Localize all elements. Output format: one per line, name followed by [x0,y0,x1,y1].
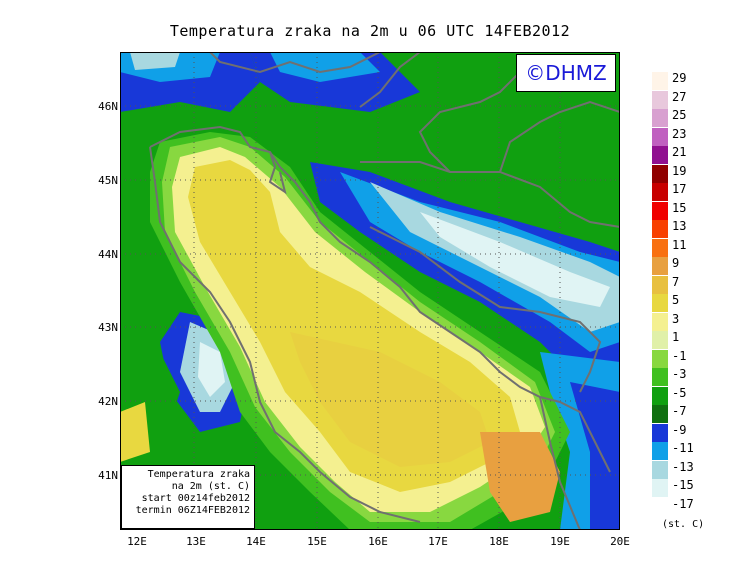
scale-swatch [652,331,668,349]
info-line: Temperatura zraka [147,469,250,480]
lat-label: 43N [98,321,118,334]
info-box: Temperatura zraka na 2m (st. C) start 00… [121,465,255,529]
scale-label: -15 [672,478,694,492]
lon-label: 14E [246,535,266,548]
scale-label: -9 [672,422,687,437]
temperature-map [120,52,620,530]
lon-label: 19E [550,535,570,548]
scale-label: -17 [672,496,694,511]
info-line: termin 06Z14FEB2012 [135,505,250,516]
scale-swatch [652,497,668,516]
scale-label: 27 [672,89,687,104]
scale-label: 11 [672,237,687,252]
scale-swatch [652,294,668,312]
lon-label: 15E [307,535,327,548]
scale-units: (st. C) [662,519,705,530]
scale-label: 1 [672,330,680,344]
scale-label: 9 [672,256,680,270]
scale-swatch [652,127,668,146]
lon-label: 16E [368,535,388,548]
lat-label: 41N [98,469,118,482]
scale-label: 21 [672,145,687,159]
scale-swatch [652,275,668,294]
scale-label: 13 [672,219,687,233]
scale-swatch [652,460,668,479]
scale-swatch [652,386,668,405]
scale-label: -13 [672,459,694,474]
lat-label: 44N [98,248,118,261]
scale-label: -3 [672,367,687,381]
map-title: Temperatura zraka na 2m u 06 UTC 14FEB20… [169,22,571,40]
scale-swatch [652,183,668,201]
dhmz-logo: ©DHMZ [516,54,616,92]
scale-label: 17 [672,182,687,196]
lat-label: 46N [98,100,118,113]
scale-swatch [652,238,668,257]
scale-swatch [652,257,668,275]
lon-label: 13E [186,535,206,548]
lon-label: 12E [127,535,147,548]
scale-swatch [652,405,668,423]
lat-label: 42N [98,395,118,408]
info-line: na 2m (st. C) [171,481,250,492]
lon-label: 17E [428,535,448,548]
scale-swatch [652,90,668,109]
scale-label: 23 [672,126,687,141]
scale-swatch [652,368,668,386]
scale-label: -7 [672,404,687,418]
scale-label: 19 [672,163,687,178]
coastlines [149,52,620,530]
scale-swatch [652,72,668,90]
scale-swatch [652,479,668,497]
scale-swatch [652,312,668,331]
scale-swatch [652,220,668,238]
scale-label: 15 [672,200,687,215]
scale-swatch [652,146,668,164]
scale-label: 29 [672,71,687,85]
info-line: start 00z14feb2012 [141,493,250,504]
scale-label: 7 [672,274,680,289]
scale-swatch [652,423,668,442]
scale-label: 3 [672,311,680,326]
lon-label: 20E [610,535,630,548]
lat-label: 45N [98,174,118,187]
lon-label: 18E [489,535,509,548]
grid-lines [120,52,620,530]
scale-label: -11 [672,441,694,455]
scale-swatch [652,349,668,368]
scale-swatch [652,442,668,460]
scale-label: -1 [672,348,687,363]
scale-label: 25 [672,108,687,122]
scale-swatch [652,109,668,127]
scale-swatch [652,164,668,183]
scale-label: -5 [672,385,687,400]
scale-swatch [652,201,668,220]
scale-label: 5 [672,293,680,307]
